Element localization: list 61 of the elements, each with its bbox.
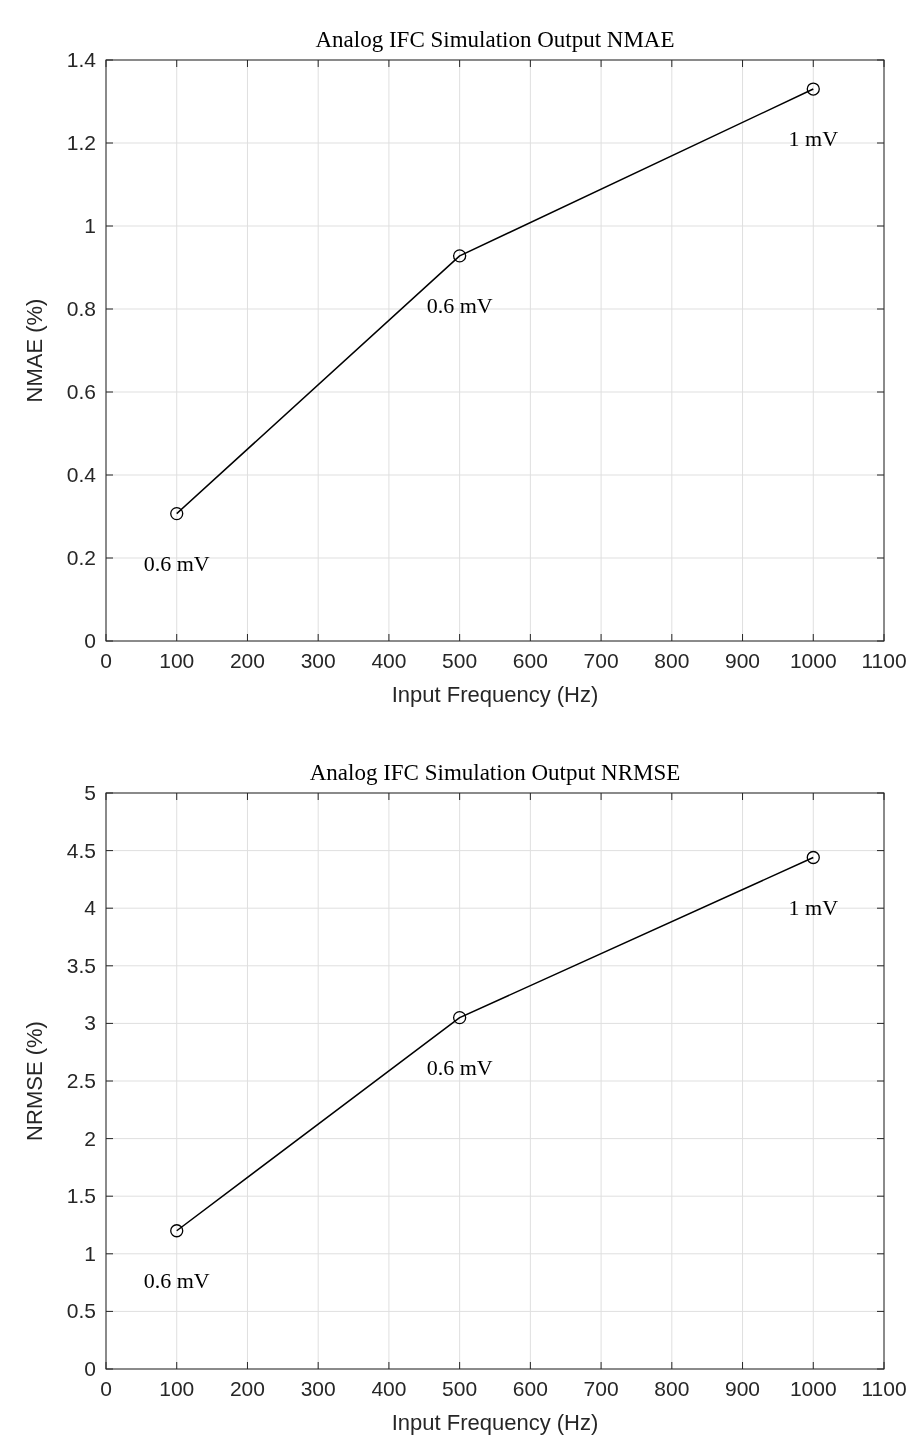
y-tick-label: 4 — [84, 896, 97, 920]
x-tick-label: 400 — [371, 1377, 407, 1400]
chart-title: Analog IFC Simulation Output NMAE — [315, 27, 675, 52]
x-tick-label: 400 — [371, 649, 407, 672]
point — [452, 1010, 467, 1025]
y-tick-label: 4.5 — [66, 838, 96, 862]
x-tick-label: 800 — [654, 649, 690, 672]
x-tick-label: 800 — [654, 1377, 690, 1400]
x-tick-label: 1000 — [789, 1377, 837, 1400]
annotation: 1 mV — [788, 126, 839, 152]
y-tick-label: 0.4 — [66, 463, 97, 486]
x-tick-label: 900 — [725, 1377, 761, 1400]
x-tick-label: 1000 — [789, 649, 837, 672]
y-tick-label: 5 — [84, 781, 96, 804]
y-tick-label: 3 — [84, 1011, 96, 1035]
y-tick-label: 0.2 — [66, 546, 96, 569]
x-tick-label: 100 — [159, 1377, 195, 1400]
x-tick-label: 300 — [300, 1377, 336, 1400]
point — [170, 1224, 184, 1238]
x-tick-label: 600 — [512, 1377, 548, 1400]
annotation: 0.6 mV — [426, 1054, 493, 1080]
annotation: 0.6 mV — [143, 1267, 210, 1293]
x-tick-label: 0 — [100, 649, 112, 672]
y-tick-label: 0.6 — [66, 380, 96, 403]
x-tick-label: 200 — [229, 649, 265, 672]
x-tick-label: 900 — [725, 649, 761, 672]
y-tick-label: 3.5 — [66, 953, 96, 977]
x-tick-label: 500 — [442, 1377, 478, 1400]
annotation: 0.6 mV — [143, 550, 210, 576]
y-tick-label: 0.5 — [66, 1299, 96, 1323]
chart-title: Analog IFC Simulation Output NRMSE — [309, 760, 681, 785]
point — [452, 249, 467, 263]
x-axis-title: Input Frequency (Hz) — [391, 1410, 599, 1435]
y-tick-label: 1.2 — [66, 131, 96, 154]
annotation: 1 mV — [788, 894, 839, 920]
x-tick-label: 300 — [300, 649, 336, 672]
y-axis-title: NRMSE (%) — [22, 1021, 47, 1141]
x-tick-label: 100 — [159, 649, 195, 672]
y-tick-label: 1 — [84, 214, 96, 237]
x-tick-label: 200 — [229, 1377, 265, 1400]
y-tick-label: 1.5 — [66, 1184, 96, 1208]
y-tick-label: 0.8 — [66, 297, 96, 320]
y-tick-label: 1.4 — [66, 48, 97, 71]
x-tick-label: 700 — [583, 649, 619, 672]
y-tick-label: 2.5 — [66, 1069, 96, 1092]
annotation: 0.6 mV — [426, 292, 493, 318]
y-tick-label: 1 — [84, 1241, 96, 1265]
y-tick-label: 2 — [84, 1126, 96, 1150]
y-axis-title: NMAE (%) — [22, 298, 47, 403]
x-tick-label: 700 — [583, 1377, 619, 1400]
x-tick-label: 0 — [100, 1377, 112, 1400]
x-tick-label: 1100 — [861, 649, 907, 672]
point — [806, 850, 820, 865]
x-axis-title: Input Frequency (Hz) — [391, 682, 599, 707]
y-tick-label: 0 — [84, 629, 96, 652]
point — [170, 506, 184, 521]
x-tick-label: 500 — [442, 649, 478, 672]
point — [806, 82, 820, 96]
x-tick-label: 1100 — [861, 1377, 907, 1400]
y-tick-label: 0 — [84, 1357, 96, 1380]
x-tick-label: 600 — [512, 649, 548, 672]
